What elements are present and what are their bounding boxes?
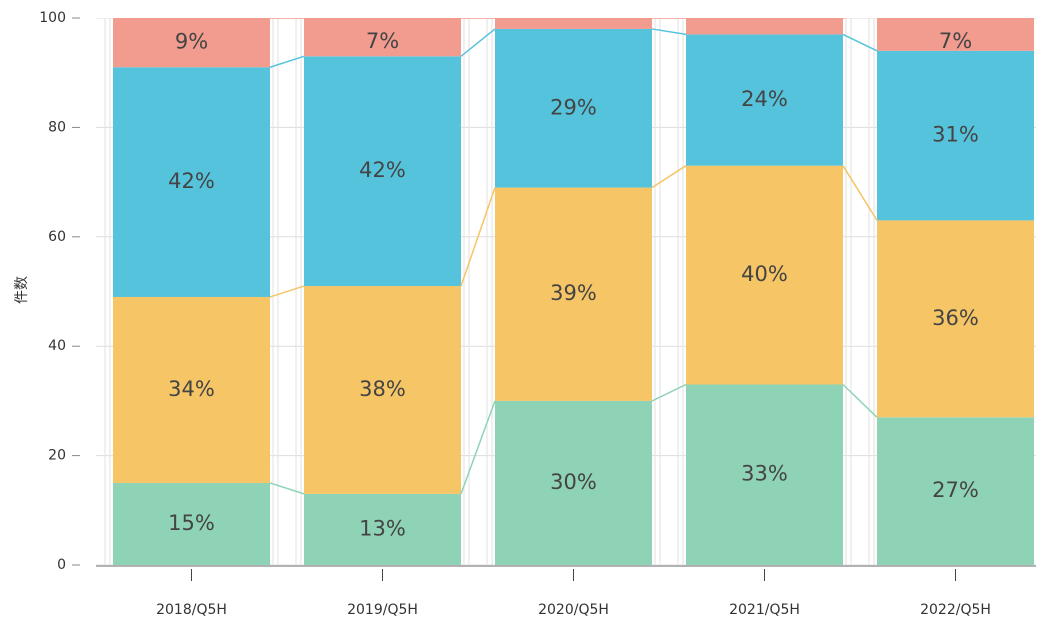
- value-label: 15%: [168, 511, 215, 535]
- connector: [651, 383, 687, 402]
- value-label: 24%: [741, 87, 788, 111]
- value-label: 7%: [939, 29, 972, 53]
- bar-segment: [113, 296, 270, 483]
- bar-segment: [304, 18, 461, 57]
- bar-segment: [495, 18, 652, 29]
- value-label: 9%: [175, 30, 208, 54]
- y-axis-label: 件数: [14, 276, 30, 304]
- connector: [651, 165, 687, 189]
- y-tick-label: 40: [48, 338, 66, 354]
- bar-segment: [686, 384, 843, 565]
- bar-segment: [113, 18, 270, 68]
- value-label: 42%: [359, 158, 406, 182]
- value-label: 33%: [741, 462, 788, 486]
- value-label: 13%: [359, 516, 406, 540]
- connector: [651, 28, 687, 36]
- connector: [269, 55, 305, 68]
- x-tick-label: 2018/Q5H: [156, 602, 227, 618]
- value-label: 38%: [359, 377, 406, 401]
- bar-segment: [304, 56, 461, 287]
- y-tick-label: 20: [48, 448, 66, 464]
- value-label: 34%: [168, 377, 215, 401]
- y-tick-label: 0: [57, 557, 66, 573]
- x-tick-label: 2019/Q5H: [347, 602, 418, 618]
- connector: [842, 33, 878, 52]
- bar-segment: [113, 482, 270, 565]
- bar-segment: [304, 493, 461, 565]
- bar-segment: [495, 400, 652, 565]
- bar-segment: [877, 18, 1034, 51]
- connector: [843, 18, 848, 19]
- value-label: 29%: [550, 95, 597, 119]
- connector: [269, 482, 305, 495]
- value-label: 31%: [932, 123, 979, 147]
- connector: [269, 285, 305, 298]
- x-tick-label: 2022/Q5H: [920, 602, 991, 618]
- connector: [460, 28, 496, 57]
- value-label: 30%: [550, 470, 597, 494]
- connector: [460, 400, 496, 495]
- plot: 15% 34% 42% 9% 13% 38% 42% 7% 30% 39% 29% 33% 40% 24%…: [96, 18, 1036, 565]
- bar-segment: [686, 34, 843, 166]
- connector: [460, 187, 496, 287]
- value-label: 40%: [741, 262, 788, 286]
- value-label: 27%: [932, 478, 979, 502]
- bar-segment: [495, 187, 652, 401]
- x-tick-label: 2020/Q5H: [538, 602, 609, 618]
- x-tick-label: 2021/Q5H: [729, 602, 800, 618]
- bar-segment: [877, 50, 1034, 221]
- value-label: 36%: [932, 306, 979, 330]
- y-tick-label: 80: [48, 119, 66, 135]
- value-label: 7%: [366, 29, 399, 53]
- bar-segment: [877, 417, 1034, 565]
- y-tick-label: 60: [48, 229, 66, 245]
- bar-segment: [686, 165, 843, 385]
- value-label: 42%: [168, 169, 215, 193]
- bar-segment: [686, 18, 843, 35]
- bar-segment: [304, 286, 461, 494]
- connector: [842, 165, 878, 221]
- value-label: 39%: [550, 281, 597, 305]
- connector: [842, 383, 878, 418]
- y-tick-label: 100: [39, 10, 66, 26]
- bar-segment: [495, 28, 652, 188]
- bar-segment: [113, 67, 270, 297]
- bar-segment: [877, 220, 1034, 418]
